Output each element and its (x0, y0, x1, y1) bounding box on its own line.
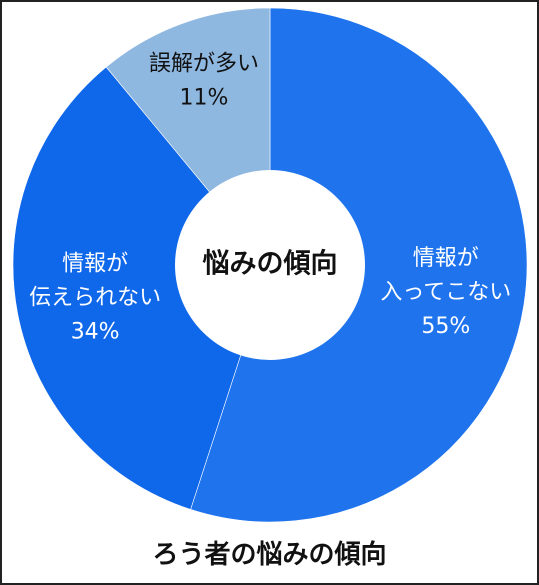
donut-hole (175, 170, 365, 360)
chart-title: ろう者の悩みの傾向 (152, 540, 387, 570)
slice-value-label-2: 11% (179, 86, 228, 111)
slice-value-label-1: 34% (71, 319, 120, 344)
slice-label-1-1: 伝えられない (29, 285, 161, 310)
slice-label-0-1: 入ってこない (380, 280, 511, 305)
slice-label-1-0: 情報が (62, 251, 128, 276)
pie-slice-1 (12, 66, 271, 510)
slice-label-0-0: 情報が (413, 246, 479, 271)
slice-label-2-0: 誤解が多い (149, 52, 259, 77)
slice-value-label-0: 55% (421, 314, 470, 339)
center-label: 悩みの傾向 (203, 248, 338, 280)
